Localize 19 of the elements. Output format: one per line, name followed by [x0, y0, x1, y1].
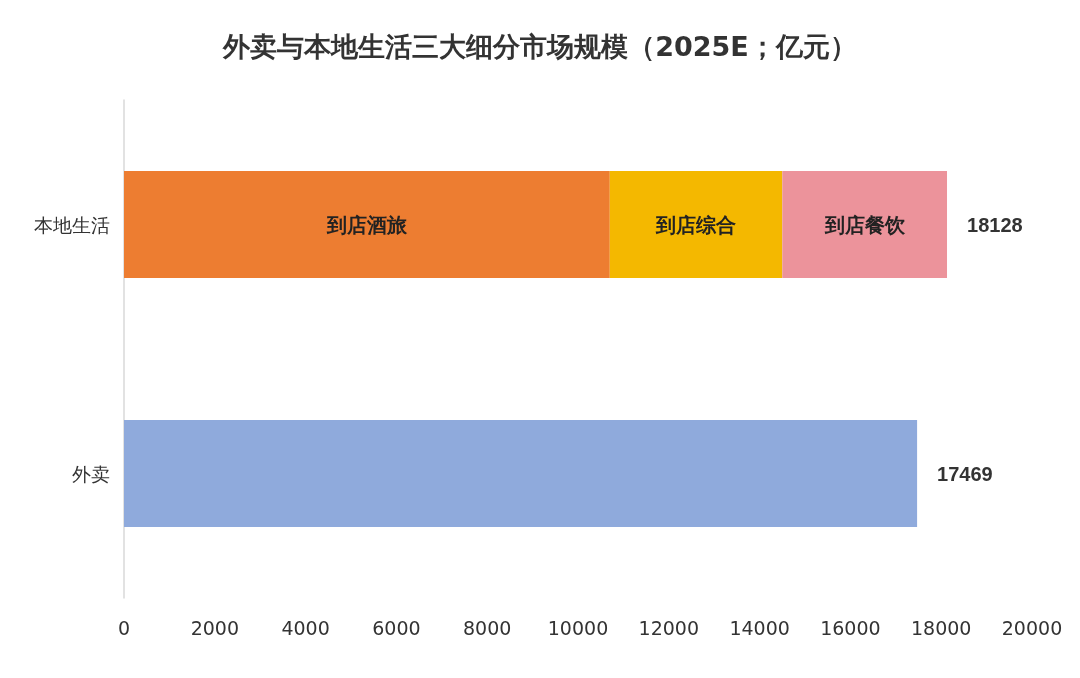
x-tick-label: 14000	[729, 616, 790, 639]
x-tick-label: 2000	[190, 616, 239, 639]
total-label: 17469	[937, 462, 993, 485]
x-tick-label: 16000	[820, 616, 881, 639]
series-label: 到店餐饮	[823, 212, 906, 237]
x-tick-label: 18000	[910, 616, 972, 639]
series-label: 到店综合	[655, 212, 737, 237]
y-tick-label: 外卖	[72, 462, 110, 485]
x-tick-label: 4000	[281, 616, 330, 639]
x-tick-label: 8000	[463, 616, 512, 639]
x-tick-label: 10000	[547, 616, 609, 639]
total-label: 18128	[967, 213, 1023, 236]
series-label: 到店酒旅	[325, 212, 408, 237]
x-tick-label: 12000	[638, 616, 700, 639]
x-tick-label: 6000	[372, 616, 421, 639]
x-tick-label: 20000	[1001, 616, 1063, 639]
x-tick-label: 0	[117, 616, 131, 639]
y-tick-label: 本地生活	[34, 213, 110, 236]
chart-title: 外卖与本地生活三大细分市场规模（2025E；亿元）	[222, 31, 857, 62]
